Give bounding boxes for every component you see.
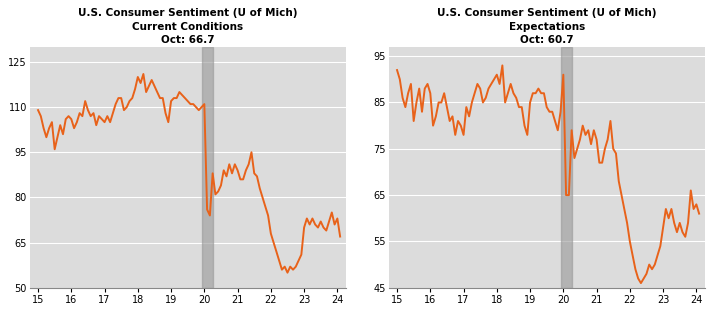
Title: U.S. Consumer Sentiment (U of Mich)
Current Conditions
Oct: 66.7: U.S. Consumer Sentiment (U of Mich) Curr… (78, 8, 297, 45)
Bar (560, 47, 572, 288)
Title: U.S. Consumer Sentiment (U of Mich)
Expectations
Oct: 60.7: U.S. Consumer Sentiment (U of Mich) Expe… (437, 8, 657, 45)
Bar (202, 47, 212, 288)
